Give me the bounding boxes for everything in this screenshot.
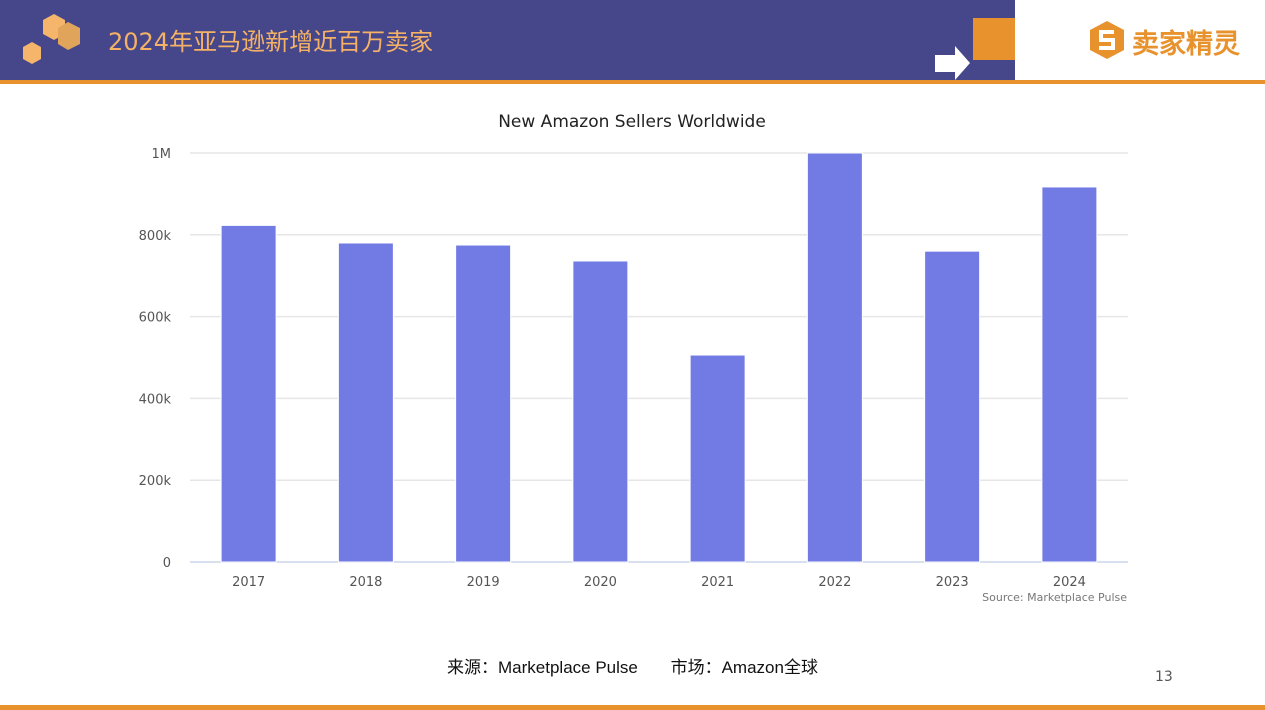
source-text: 来源：Marketplace Pulse: [447, 658, 638, 677]
brand-area: [1015, 0, 1265, 80]
y-tick-label: 1M: [152, 147, 172, 162]
x-tick-label: 2023: [936, 575, 969, 590]
brand-logo-icon: [1090, 21, 1124, 59]
header-divider: [0, 80, 1265, 84]
y-tick-label: 800k: [139, 229, 172, 244]
chart-credit: Source: Marketplace Pulse: [982, 591, 1127, 604]
caption: 来源：Marketplace Pulse 市场：Amazon全球: [0, 653, 1265, 678]
x-tick-label: 2020: [584, 575, 617, 590]
x-tick-label: 2017: [232, 575, 265, 590]
bar-2020[interactable]: [572, 260, 629, 563]
bar-2017[interactable]: [220, 224, 277, 563]
y-tick-label: 600k: [139, 311, 172, 326]
brand-name: 卖家精灵: [1132, 29, 1240, 60]
x-tick-label: 2022: [818, 575, 851, 590]
market-text: 市场：Amazon全球: [670, 658, 818, 677]
y-tick-label: 0: [163, 556, 171, 571]
x-tick-label: 2018: [349, 575, 382, 590]
bar-2022[interactable]: [806, 152, 863, 563]
bar-2024[interactable]: [1041, 186, 1098, 563]
footer-divider: [0, 705, 1265, 710]
bar-chart: New Amazon Sellers Worldwide 0 200k 400k 60…: [139, 112, 1128, 604]
y-tick-label: 400k: [139, 392, 172, 407]
hexagon-logo-icon: [23, 14, 80, 64]
bar-2023[interactable]: [924, 250, 981, 563]
chart-title: New Amazon Sellers Worldwide: [498, 112, 766, 132]
page-title: 2024年亚马逊新增近百万卖家: [108, 28, 434, 56]
x-tick-label: 2019: [467, 575, 500, 590]
y-tick-label: 200k: [139, 474, 172, 489]
bar-2018[interactable]: [337, 242, 394, 563]
x-tick-label: 2024: [1053, 575, 1086, 590]
bar-2019[interactable]: [455, 244, 512, 563]
x-tick-label: 2021: [701, 575, 734, 590]
page-number: 13: [1155, 669, 1173, 685]
bar-2021[interactable]: [689, 354, 746, 563]
